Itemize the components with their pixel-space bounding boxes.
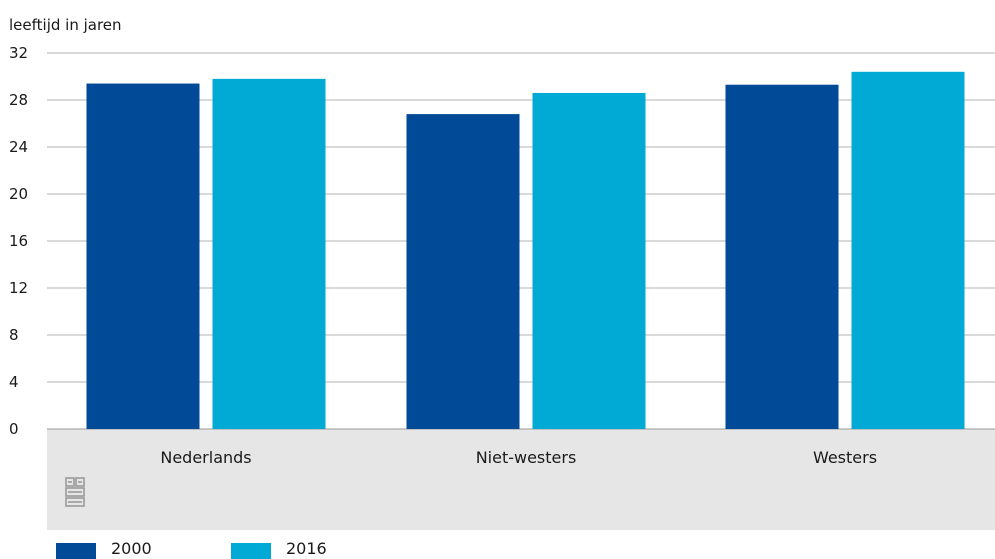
y-axis-ticks: 0 4 8 12 16 20 24 28 32 [9, 44, 28, 438]
x-axis-labels: Nederlands Niet-westers Westers [160, 448, 877, 467]
legend-swatch-2000 [56, 543, 96, 559]
bars [86, 71, 965, 430]
category-axis-band [47, 429, 995, 530]
x-tick-label: Nederlands [160, 448, 251, 467]
y-tick-label: 8 [9, 326, 19, 344]
y-tick-label: 32 [9, 44, 28, 62]
cbs-logo-icon [65, 477, 85, 507]
y-tick-label: 0 [9, 420, 19, 438]
y-tick-label: 16 [9, 232, 28, 250]
x-tick-label: Niet-westers [476, 448, 577, 467]
legend-label-2000: 2000 [111, 539, 152, 558]
y-tick-label: 24 [9, 138, 28, 156]
x-tick-label: Westers [813, 448, 877, 467]
bar-2000-niet-westers [406, 114, 520, 429]
bar-2000-westers [725, 84, 839, 429]
bar-2016-westers [851, 71, 965, 430]
bar-2000-nederlands [86, 83, 200, 430]
y-tick-label: 12 [9, 279, 28, 297]
bar-2016-nederlands [212, 78, 326, 429]
y-tick-label: 20 [9, 185, 28, 203]
y-axis-title: leeftijd in jaren [9, 16, 122, 34]
bar-2016-niet-westers [532, 92, 646, 429]
gridlines [47, 52, 995, 430]
legend-label-2016: 2016 [286, 539, 327, 558]
legend-swatch-2016 [231, 543, 271, 559]
y-tick-label: 28 [9, 91, 28, 109]
y-tick-label: 4 [9, 373, 19, 391]
